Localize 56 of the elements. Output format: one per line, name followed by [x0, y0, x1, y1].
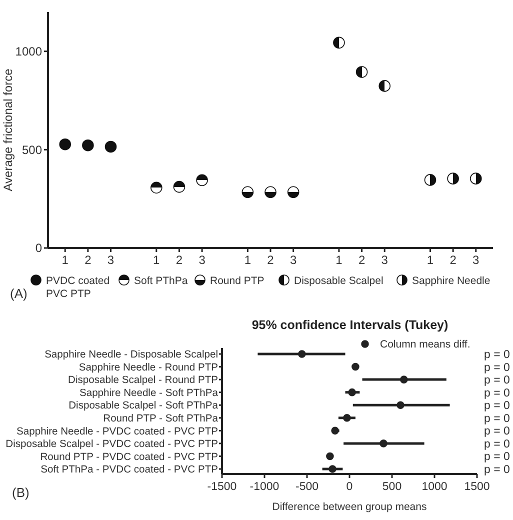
x-tick-label: 3 [472, 253, 480, 267]
text: p = 0 [484, 426, 510, 438]
x-tick-label: 2 [84, 253, 92, 267]
text: (A) [10, 286, 28, 301]
x-tick-label: 500 [382, 481, 402, 493]
y-tick-label: Sapphire Needle - PVDC coated - PVC PTP [16, 426, 218, 438]
text: p = 0 [484, 349, 510, 362]
text: p = 0 [484, 451, 510, 464]
chart-title: 95% confidence Intervals (Tukey) [252, 318, 448, 332]
x-tick-label: 1000 [422, 481, 448, 493]
x-tick-label: 1 [153, 253, 160, 267]
x-tick-label: 3 [381, 253, 388, 267]
text: p = 0 [484, 438, 510, 450]
x-tick-label: -1000 [250, 481, 280, 493]
y-tick-label: Round PTP - PVDC coated - PVC PTP [40, 452, 218, 463]
x-tick-label: 1 [244, 253, 252, 267]
legend-label: Soft PThPa [134, 275, 188, 287]
text: p = 0 [484, 362, 510, 374]
text: p = 0 [484, 400, 510, 412]
x-tick-label: 1 [62, 253, 69, 267]
text: p = 0 [484, 412, 510, 425]
text: p = 0 [484, 464, 510, 476]
y-tick-label: Soft PThPa - PVDC coated - PVC PTP [40, 464, 218, 476]
x-tick-label: -500 [295, 481, 319, 493]
legend-label: Disposable Scalpel [294, 275, 384, 287]
x-tick-label: 2 [450, 253, 457, 267]
y-tick-label: Disposable Scalpel - Round PTP [68, 375, 218, 386]
y-tick-label: Sapphire Needle - Disposable Scalpel [44, 350, 218, 361]
x-tick-label: 1 [336, 253, 343, 267]
y-tick-label: 500 [22, 142, 42, 157]
legend-label: Round PTP [210, 275, 264, 287]
text: (B) [12, 485, 30, 500]
y-tick-label: 0 [35, 241, 42, 256]
y-tick-label: Disposable Scalpel - Soft PThPa [68, 400, 218, 412]
x-tick-label: 3 [198, 253, 206, 267]
legend-label: PVDC coated PVC PTP [46, 275, 110, 300]
x-tick-label: 1 [426, 253, 434, 267]
y-tick-label: Sapphire Needle - Round PTP [78, 362, 218, 374]
legend-label: Sapphire Needle [412, 275, 490, 287]
y-axis-title: Average frictional force [1, 68, 15, 192]
x-axis-title: Difference between group means [272, 501, 427, 513]
x-tick-label: -1500 [207, 481, 237, 493]
y-tick-label: Round PTP - Soft PThPa [103, 413, 218, 424]
x-tick-label: 3 [107, 253, 114, 267]
x-tick-label: 2 [176, 253, 183, 267]
x-tick-label: 2 [267, 253, 274, 267]
y-tick-label: Sapphire Needle - Soft PThPa [79, 388, 218, 399]
legend-label: Column means diff. [380, 338, 470, 351]
x-tick-label: 1500 [464, 481, 490, 493]
y-tick-label: 1000 [15, 44, 42, 59]
x-tick-label: 3 [290, 253, 297, 267]
text: p = 0 [484, 374, 510, 387]
text: p = 0 [484, 387, 510, 400]
y-tick-label: Disposable Scalpel - PVDC coated - PVC PTP [6, 439, 218, 450]
x-tick-label: 2 [358, 253, 366, 267]
x-tick-label: 0 [346, 481, 353, 493]
